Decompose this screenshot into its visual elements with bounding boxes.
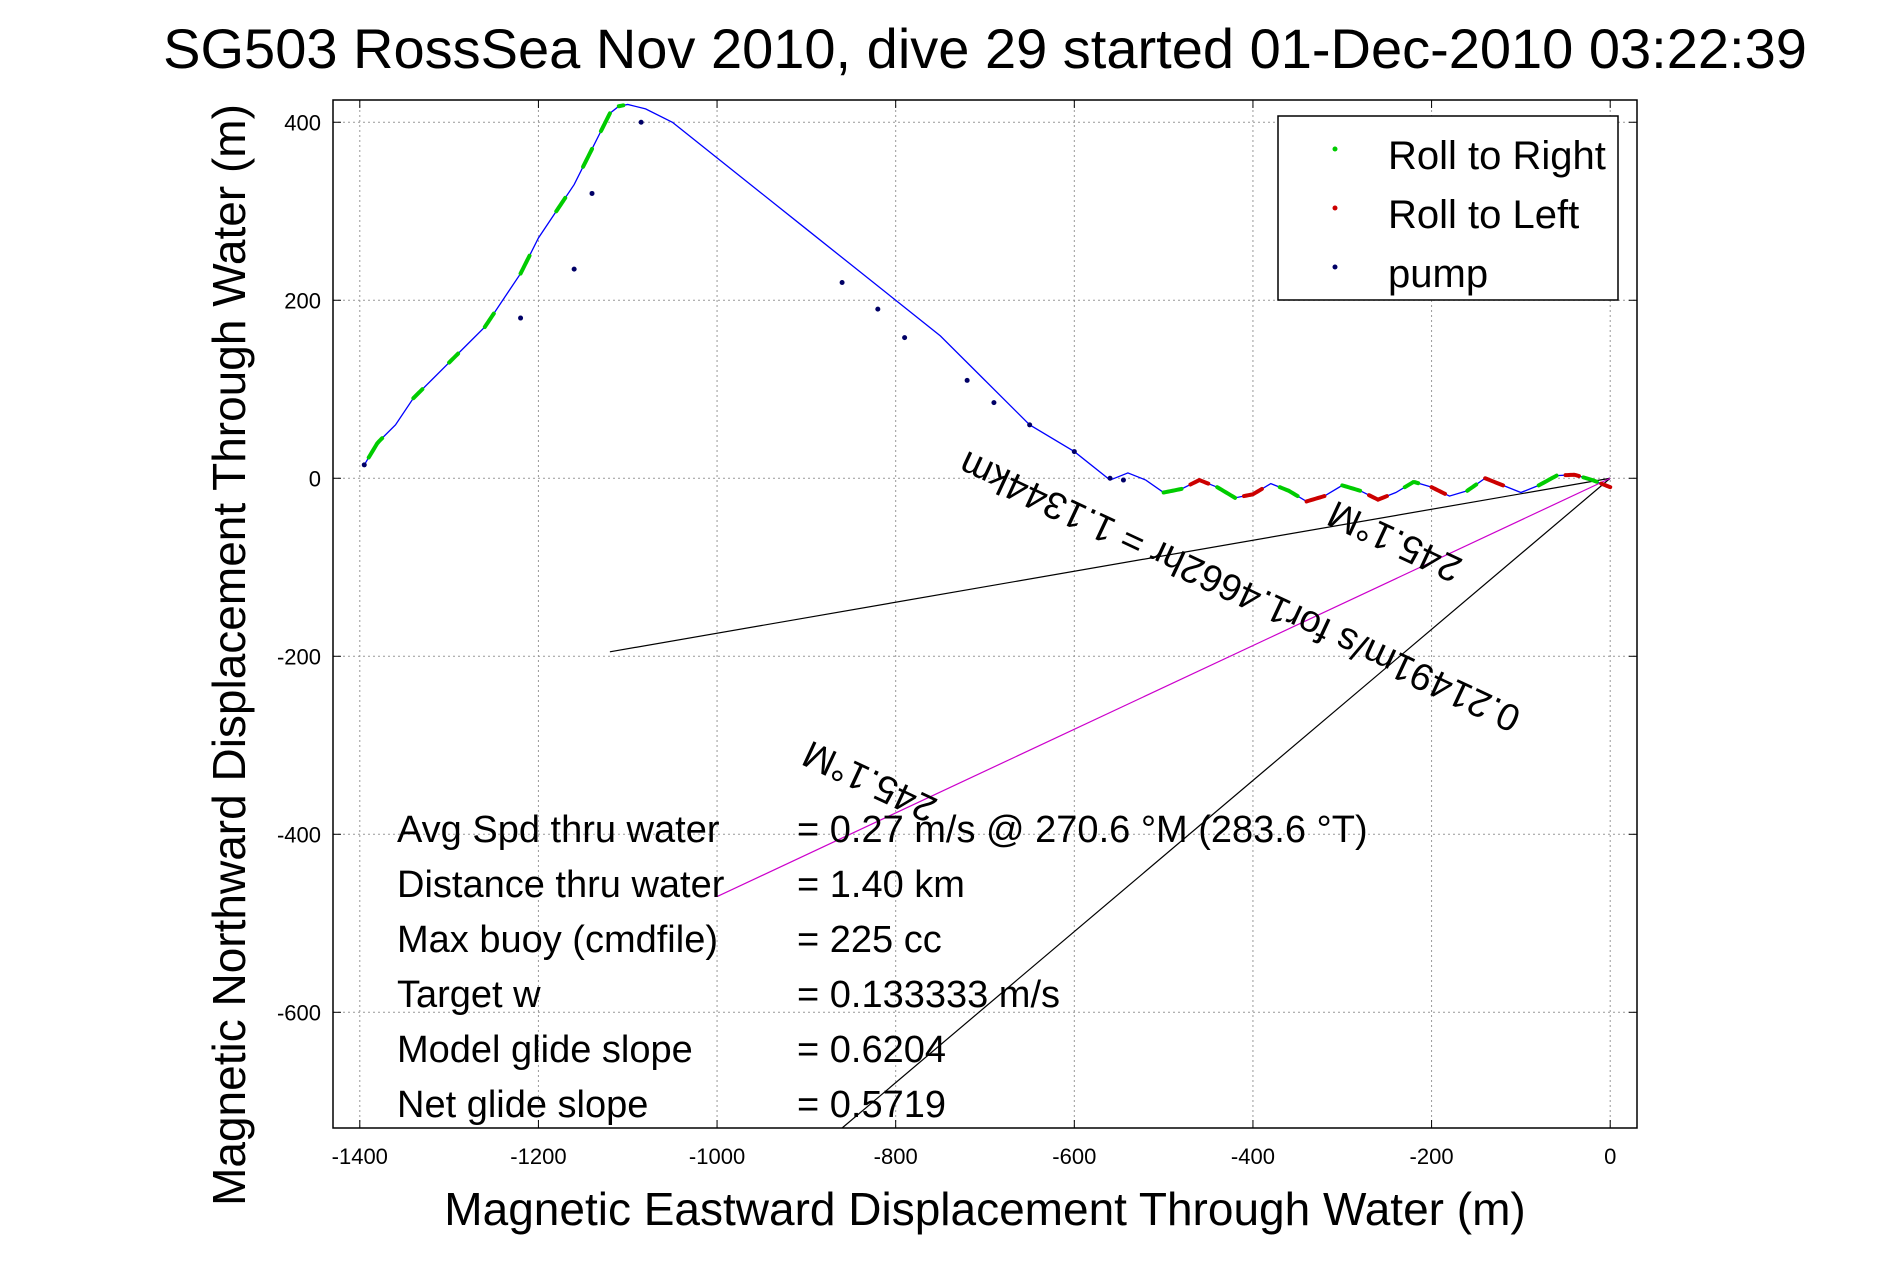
stat-value: = 0.27 m/s @ 270.6 °M (283.6 °T): [797, 809, 1368, 851]
y-tick-label: 200: [284, 288, 321, 313]
x-tick-label: -1000: [689, 1144, 745, 1169]
stat-value: = 0.5719: [797, 1084, 946, 1126]
pump-point: [589, 190, 595, 196]
roll-right-segment: [1277, 485, 1300, 499]
pump-point: [1071, 449, 1077, 455]
roll-right-segment: [1581, 475, 1599, 484]
stat-value: = 0.133333 m/s: [797, 974, 1060, 1016]
y-tick-label: 0: [309, 466, 321, 491]
chart-title: SG503 RossSea Nov 2010, dive 29 started …: [163, 17, 1807, 80]
roll-left-segment: [1304, 494, 1327, 504]
x-tick-label: -400: [1231, 1144, 1275, 1169]
x-tick-label: 0: [1604, 1144, 1616, 1169]
roll-left-segment: [1367, 493, 1389, 502]
y-axis-label: Magnetic Northward Displacement Through …: [203, 104, 255, 1206]
x-tick-label: -800: [874, 1144, 918, 1169]
annotation-label: 0.21491m/s for1.4662hr = 1.1344km: [953, 442, 1527, 739]
pump-point: [839, 279, 845, 285]
roll-left-segment: [1429, 485, 1447, 496]
legend-label: pump: [1388, 252, 1488, 296]
x-axis-label: Magnetic Eastward Displacement Through W…: [444, 1183, 1525, 1235]
roll-left-segment: [1188, 477, 1211, 487]
x-tick-label: -200: [1410, 1144, 1454, 1169]
roll-right-segment: [581, 146, 595, 169]
x-tick-label: -600: [1052, 1144, 1096, 1169]
roll-left-segment: [1483, 476, 1506, 488]
plot-frame: [332, 99, 1638, 1129]
y-axis-ticks: -600 -400 -200 0 200 400: [277, 110, 1637, 1025]
roll-right-segment: [616, 103, 626, 109]
pump-point: [902, 335, 908, 341]
pump-point: [964, 377, 970, 383]
x-axis-ticks: -1400 -1200 -1000 -800 -600 -400 -200 0: [332, 100, 1616, 1169]
roll-right-segment: [1215, 485, 1238, 500]
y-tick-label: -600: [277, 1000, 321, 1025]
roll-right-segment: [1536, 473, 1559, 488]
stat-value: = 225 cc: [797, 919, 942, 961]
roll-left-segment: [1563, 472, 1581, 479]
pump-point: [991, 400, 997, 406]
avg-velocity-line: [716, 477, 1611, 898]
roll-right-segment: [366, 436, 385, 460]
legend-label: Roll to Left: [1388, 193, 1579, 237]
y-tick-label: 400: [284, 110, 321, 135]
roll-segments: [366, 103, 1613, 504]
roll-right-segment: [447, 351, 461, 365]
pump-point: [571, 266, 577, 272]
legend: Roll to Right Roll to Left pump: [1277, 115, 1619, 301]
roll-right-segment: [482, 311, 496, 329]
current-line: [841, 477, 1611, 1129]
y-tick-label: -400: [277, 822, 321, 847]
roll-right-segment: [1161, 486, 1184, 495]
pump-point: [1027, 422, 1033, 428]
roll-right-segment: [1402, 480, 1421, 490]
reference-lines: [609, 477, 1611, 1129]
roll-left-segment: [1599, 481, 1613, 490]
pump-markers: [361, 119, 1126, 483]
legend-marker: [1332, 205, 1338, 211]
stat-label: Net glide slope: [397, 1084, 648, 1126]
stat-value: = 1.40 km: [797, 864, 965, 906]
roll-right-segment: [518, 253, 532, 276]
roll-left-segment: [1242, 486, 1264, 499]
pump-point: [638, 119, 644, 125]
heading-line: [609, 477, 1611, 653]
stat-label: Distance thru water: [397, 864, 725, 906]
y-tick-label: -200: [277, 644, 321, 669]
pump-point: [1120, 477, 1126, 483]
stat-label: Max buoy (cmdfile): [397, 919, 718, 961]
pump-point: [875, 306, 881, 312]
pump-point: [518, 315, 524, 321]
x-tick-label: -1400: [332, 1144, 388, 1169]
annotations: 0.21491m/s for1.4662hr = 1.1344km245.1°M…: [797, 442, 1527, 830]
legend-marker: [1332, 264, 1338, 270]
roll-right-segment: [554, 195, 568, 214]
pump-point: [1107, 475, 1113, 481]
roll-right-segment: [411, 387, 425, 401]
stat-label: Model glide slope: [397, 1029, 693, 1071]
roll-right-segment: [1340, 483, 1363, 493]
legend-label: Roll to Right: [1388, 134, 1606, 178]
stats-block: Avg Spd thru water = 0.27 m/s @ 270.6 °M …: [397, 809, 1368, 1126]
x-tick-label: -1200: [510, 1144, 566, 1169]
stat-label: Target w: [397, 974, 541, 1016]
roll-right-segment: [1465, 482, 1479, 493]
legend-marker: [1332, 146, 1338, 152]
stat-value: = 0.6204: [797, 1029, 946, 1071]
pump-point: [361, 462, 367, 468]
roll-right-segment: [598, 111, 612, 134]
stat-label: Avg Spd thru water: [397, 809, 720, 851]
